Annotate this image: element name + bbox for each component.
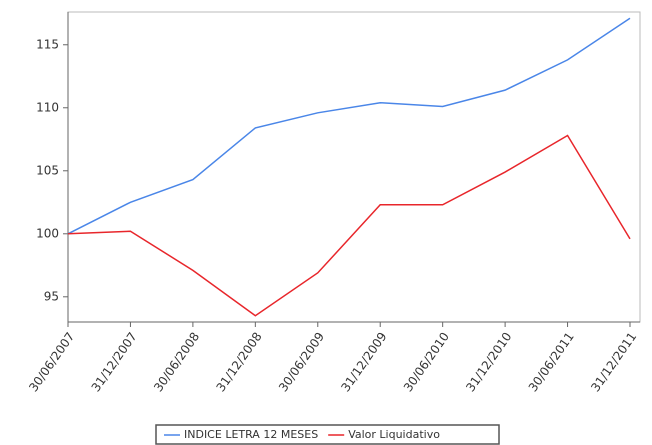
x-tick-label: 30/06/2008 xyxy=(151,330,202,395)
x-tick-label: 30/06/2007 xyxy=(26,330,77,395)
x-tick-label: 31/12/2007 xyxy=(89,330,140,395)
series-line xyxy=(67,134,631,317)
y-tick-label: 95 xyxy=(44,289,59,303)
legend-label: INDICE LETRA 12 MESES xyxy=(184,428,318,441)
x-tick-label: 31/12/2011 xyxy=(588,330,639,395)
y-tick-label: 105 xyxy=(36,163,59,177)
plot-frame xyxy=(67,11,641,323)
legend-label: Valor Liquidativo xyxy=(348,428,440,441)
x-tick-label: 30/06/2010 xyxy=(401,330,452,395)
x-tick-label: 31/12/2009 xyxy=(338,330,389,395)
x-tick-label: 31/12/2008 xyxy=(214,330,265,395)
series-line xyxy=(67,17,631,235)
x-tick-label: 31/12/2010 xyxy=(463,330,514,395)
y-tick-label: 110 xyxy=(36,100,59,114)
x-tick-label: 30/06/2009 xyxy=(276,330,327,395)
y-tick-label: 115 xyxy=(36,37,59,51)
x-tick-label: 30/06/2011 xyxy=(526,330,577,395)
y-tick-label: 100 xyxy=(36,226,59,240)
legend-box xyxy=(155,424,500,445)
